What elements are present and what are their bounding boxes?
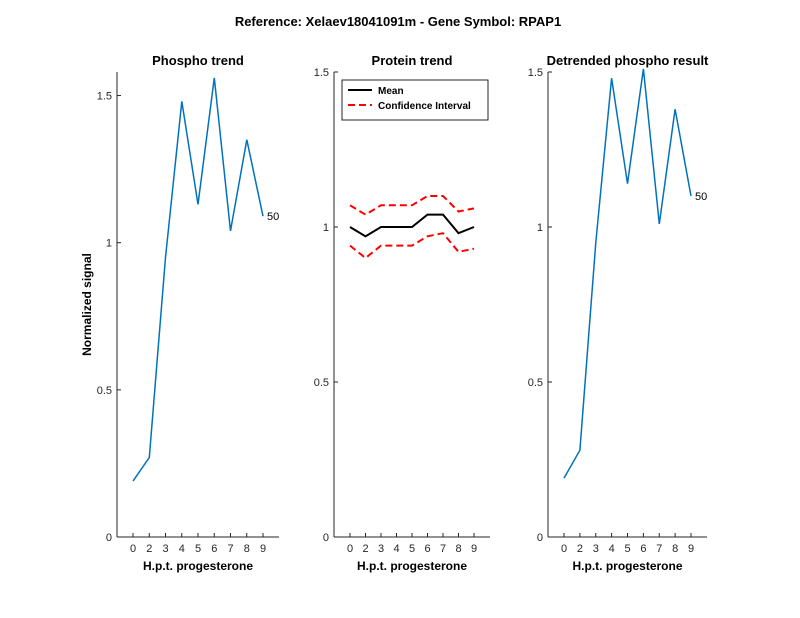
x-tick-label: 8 <box>244 543 250 555</box>
x-tick-label: 7 <box>227 543 233 555</box>
legend-label: Mean <box>378 86 404 97</box>
x-tick-label: 6 <box>424 543 430 555</box>
panel-title: Phospho trend <box>152 53 244 68</box>
x-tick-label: 5 <box>409 543 415 555</box>
legend-label: Confidence Interval <box>378 101 471 112</box>
x-tick-label: 4 <box>179 543 185 555</box>
end-label: 50 <box>267 211 279 223</box>
x-tick-label: 2 <box>146 543 152 555</box>
panel-title: Protein trend <box>372 53 453 68</box>
y-tick-label: 0 <box>106 532 112 544</box>
series-line-series-0 <box>132 77 264 482</box>
x-tick-label: 9 <box>260 543 266 555</box>
y-tick-label: 1 <box>106 238 112 250</box>
x-tick-label: 0 <box>347 543 353 555</box>
x-tick-label: 2 <box>362 543 368 555</box>
y-tick-label: 1.5 <box>528 67 543 79</box>
figure-title: Reference: Xelaev18041091m - Gene Symbol… <box>235 14 561 29</box>
legend: Mean Confidence Interval <box>341 79 489 121</box>
y-tick-label: 1.5 <box>314 67 329 79</box>
x-tick-label: 6 <box>211 543 217 555</box>
y-tick-label: 1 <box>537 222 543 234</box>
y-tick-label: 0.5 <box>97 385 112 397</box>
x-tick-label: 7 <box>440 543 446 555</box>
x-tick-label: 6 <box>640 543 646 555</box>
x-axis-label: H.p.t. progesterone <box>143 559 253 573</box>
x-axis-label: H.p.t. progesterone <box>572 559 682 573</box>
x-tick-label: 2 <box>577 543 583 555</box>
x-tick-label: 7 <box>656 543 662 555</box>
end-label: 50 <box>695 191 707 203</box>
x-tick-label: 9 <box>688 543 694 555</box>
x-tick-label: 8 <box>455 543 461 555</box>
x-tick-label: 0 <box>561 543 567 555</box>
y-tick-label: 0 <box>323 532 329 544</box>
y-axis-label: Normalized signal <box>80 253 94 356</box>
x-tick-label: 4 <box>393 543 399 555</box>
x-axis-label: H.p.t. progesterone <box>357 559 467 573</box>
panel-title: Detrended phospho result <box>547 53 709 68</box>
x-tick-label: 5 <box>195 543 201 555</box>
x-tick-label: 9 <box>471 543 477 555</box>
x-tick-label: 3 <box>593 543 599 555</box>
y-tick-label: 0.5 <box>314 377 329 389</box>
series-line-mean <box>349 213 475 238</box>
x-tick-label: 8 <box>672 543 678 555</box>
y-tick-label: 0 <box>537 532 543 544</box>
y-tick-label: 1 <box>323 222 329 234</box>
x-tick-label: 4 <box>609 543 615 555</box>
x-tick-label: 3 <box>162 543 168 555</box>
series-line-series-0 <box>563 68 692 479</box>
x-tick-label: 0 <box>130 543 136 555</box>
y-tick-label: 0.5 <box>528 377 543 389</box>
x-tick-label: 3 <box>378 543 384 555</box>
x-tick-label: 5 <box>624 543 630 555</box>
y-tick-label: 1.5 <box>97 91 112 103</box>
legend-box <box>341 79 489 121</box>
